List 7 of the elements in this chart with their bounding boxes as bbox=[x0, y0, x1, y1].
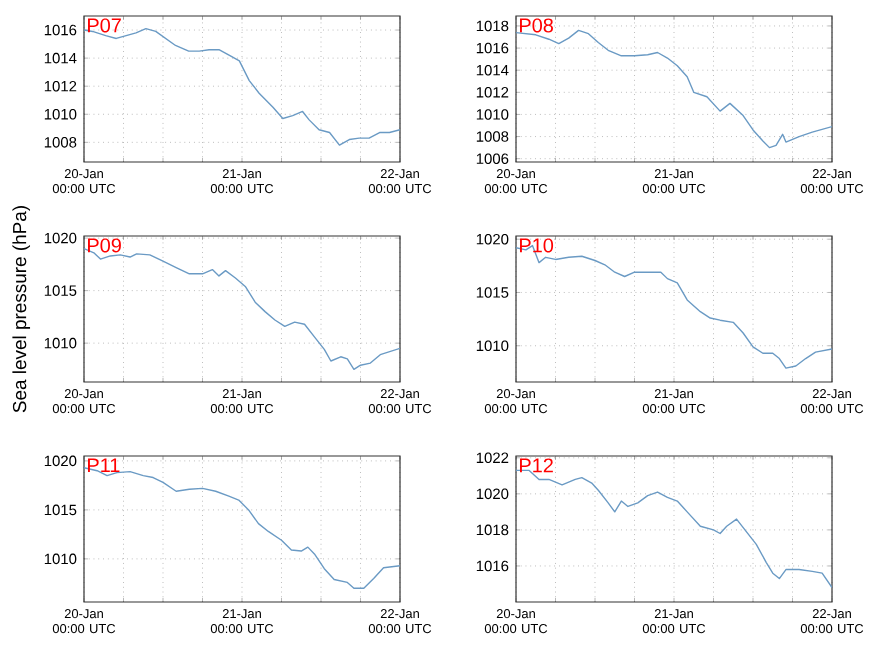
y-axis-title: Sea level pressure (hPa) bbox=[12, 206, 31, 413]
chart-title: P10 bbox=[520, 238, 554, 253]
chart-title: P12 bbox=[520, 458, 553, 473]
chart-title: P07 bbox=[88, 18, 121, 33]
chart-title: P09 bbox=[88, 238, 121, 253]
chart-title: P11 bbox=[88, 458, 120, 473]
chart-title: P08 bbox=[520, 18, 553, 33]
